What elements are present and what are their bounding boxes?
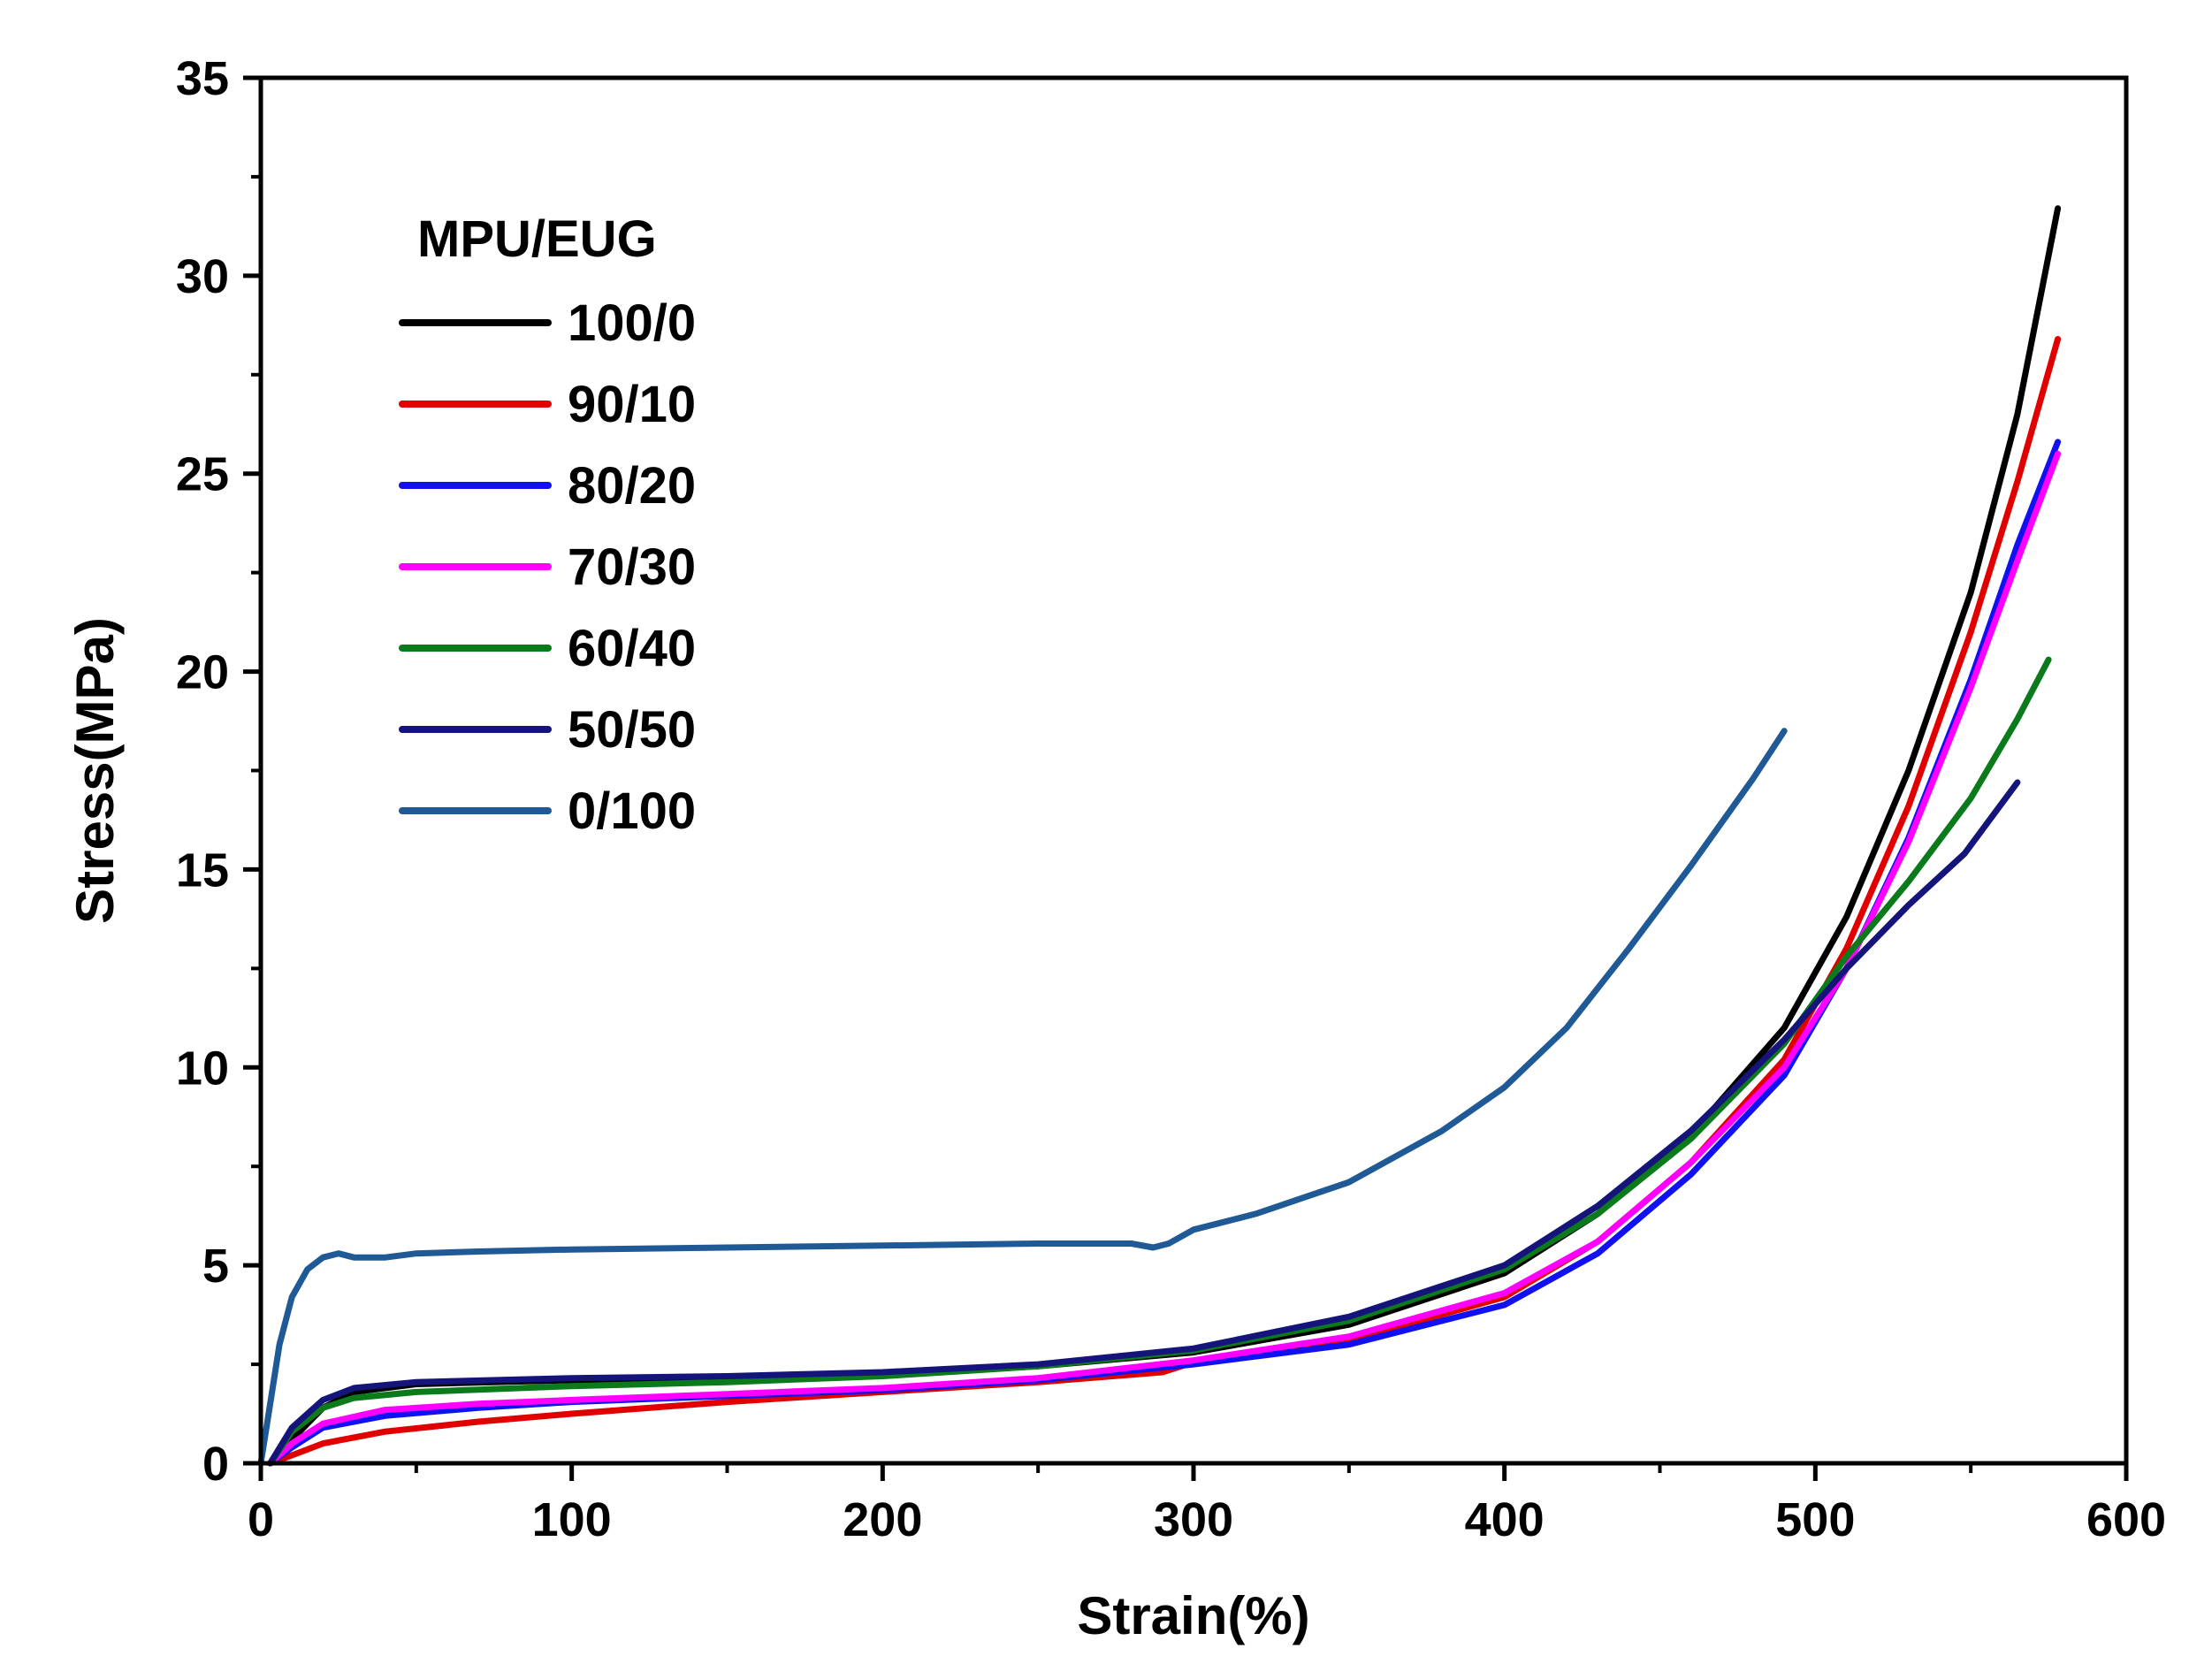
legend-label: 0/100	[568, 782, 696, 840]
legend-item: 60/40	[399, 620, 696, 677]
y-tick-label: 10	[176, 1042, 229, 1095]
x-axis-title: Strain(%)	[1077, 1586, 1309, 1645]
x-tick-label: 500	[1775, 1493, 1855, 1546]
legend-item: 50/50	[399, 701, 696, 759]
x-tick-label: 400	[1465, 1493, 1545, 1546]
legend-item: 0/100	[399, 782, 696, 840]
x-tick-label: 0	[248, 1493, 274, 1546]
y-tick-label: 20	[176, 646, 229, 699]
series-layer	[257, 205, 2062, 1467]
y-tick-label: 30	[176, 250, 229, 303]
x-tick-label: 300	[1154, 1493, 1233, 1546]
y-axis-title: Stress(MPa)	[65, 617, 125, 924]
y-tick-label: 5	[202, 1240, 229, 1293]
legend-item: 90/10	[399, 376, 696, 433]
legend-label: 60/40	[568, 620, 696, 677]
x-tick-label: 600	[2086, 1493, 2166, 1546]
y-tick-label: 35	[176, 52, 229, 105]
series-line-0-100	[257, 728, 1788, 1467]
series-line-50-50	[267, 779, 2021, 1467]
x-tick-label: 100	[532, 1493, 612, 1546]
legend-item: 100/0	[399, 294, 696, 352]
legend: 100/0 90/10 80/20 70/30 60/40 50/50 0/100	[399, 294, 696, 840]
x-tick-label: 200	[843, 1493, 922, 1546]
series-line-70-30	[267, 450, 2062, 1467]
y-tick-label: 0	[202, 1438, 229, 1491]
legend-item: 80/20	[399, 457, 696, 515]
legend-label: 70/30	[568, 538, 696, 596]
axes-layer: 0 100 200 300 400 500 600 0 5 10 15 20 25 30 35	[176, 52, 2166, 1546]
legend-label: 90/10	[568, 376, 696, 433]
y-tick-label: 25	[176, 448, 229, 501]
y-tick-label: 15	[176, 843, 229, 897]
legend-label: 80/20	[568, 457, 696, 515]
legend-title: MPU/EUG	[417, 210, 657, 268]
legend-label: 100/0	[568, 294, 696, 352]
legend-label: 50/50	[568, 701, 696, 759]
legend-item: 70/30	[399, 538, 696, 596]
